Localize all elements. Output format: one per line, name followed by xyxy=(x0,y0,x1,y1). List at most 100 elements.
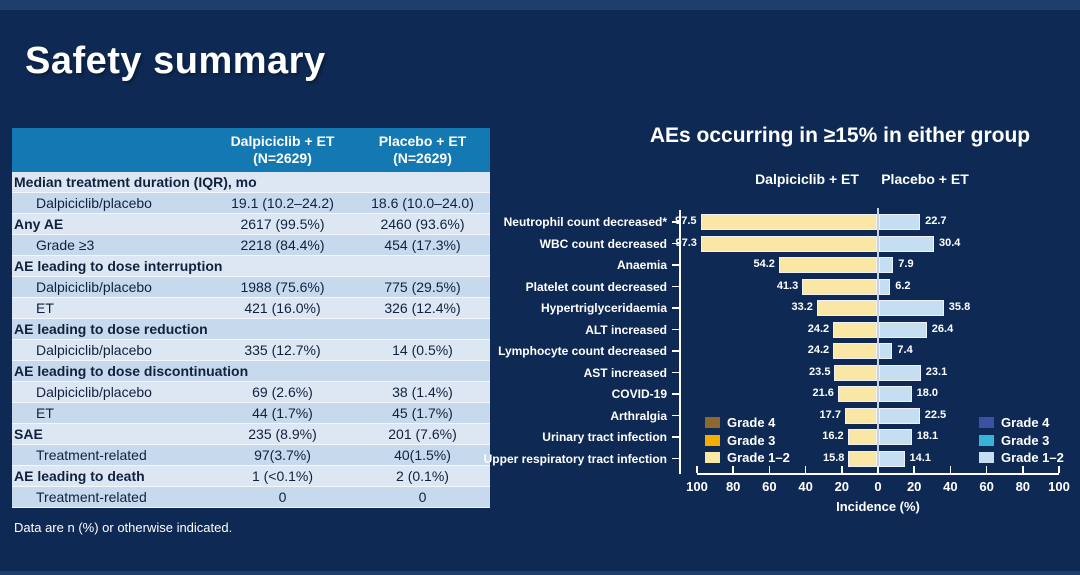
category-tick xyxy=(672,457,679,460)
x-axis-tick-label: 40 xyxy=(798,479,813,494)
value-label-right: 26.4 xyxy=(931,322,954,335)
x-axis-tick-label: 60 xyxy=(762,479,777,494)
table-row: Grade ≥3 2218 (84.4%) 454 (17.3%) xyxy=(12,234,490,256)
row-label: Treatment-related xyxy=(12,486,210,508)
table-row: AE leading to dose discontinuation xyxy=(12,360,490,382)
bar-right xyxy=(879,257,894,273)
x-axis-tick xyxy=(1058,466,1060,473)
value-label-right: 23.1 xyxy=(925,365,948,378)
legend-swatch-right xyxy=(979,417,994,428)
x-axis-tick-label: 40 xyxy=(943,479,958,494)
legend-label-right: Grade 3 xyxy=(1001,432,1050,448)
category-tick xyxy=(672,436,679,438)
legend-swatch-left xyxy=(705,417,720,428)
bar-right xyxy=(879,300,944,316)
row-label: Treatment-related xyxy=(12,444,210,466)
row-label: ET xyxy=(12,297,210,319)
x-axis-title: Incidence (%) xyxy=(836,499,920,514)
bar-right xyxy=(879,407,920,424)
row-value-placebo: 0 xyxy=(355,486,490,508)
row-label: Dalpiciclib/placebo xyxy=(12,192,210,214)
bar-right xyxy=(879,321,927,338)
table-row: ET 44 (1.7%) 45 (1.7%) xyxy=(12,402,490,424)
category-tick xyxy=(672,393,679,395)
row-label: AE leading to death xyxy=(12,465,210,487)
table-row: AE leading to dose reduction xyxy=(12,318,490,340)
bar-left xyxy=(802,278,877,295)
category-tick xyxy=(672,350,679,352)
table-row: SAE 235 (8.9%) 201 (7.6%) xyxy=(12,423,490,445)
x-axis-tick xyxy=(841,466,843,473)
value-label-left: 23.5 xyxy=(809,365,831,378)
value-label-right: 22.7 xyxy=(925,215,947,227)
x-axis-tick-label: 80 xyxy=(1015,479,1031,494)
table-header-empty xyxy=(12,128,210,172)
row-value-placebo: 45 (1.7%) xyxy=(355,402,490,424)
value-label-left: 15.8 xyxy=(822,451,845,464)
header-line: (N=2629) xyxy=(253,150,312,166)
category-tick xyxy=(672,285,679,288)
row-value-placebo: 18.6 (10.0–24.0) xyxy=(355,192,490,214)
table-row: AE leading to dose interruption xyxy=(12,255,490,277)
value-label-right: 7.9 xyxy=(898,258,914,270)
value-label-right: 35.8 xyxy=(948,301,971,313)
legend-swatch-left xyxy=(705,434,720,446)
category-axis-line xyxy=(679,210,681,474)
category-tick xyxy=(672,328,679,331)
safety-summary-table: Dalpiciclib + ET (N=2629) Placebo + ET (… xyxy=(12,128,490,508)
value-label-right: 22.5 xyxy=(924,408,947,421)
value-label-right: 18.1 xyxy=(916,430,939,442)
legend-label-left: Grade 1–2 xyxy=(727,450,790,465)
chart-group-label-dalpiciclib: Dalpiciclib + ET xyxy=(755,171,859,187)
row-value-dalpiciclib: 0 xyxy=(210,486,355,508)
value-label-left: 21.6 xyxy=(812,387,834,399)
legend-swatch-left xyxy=(705,452,720,463)
table-row: AE leading to death 1 (<0.1%) 2 (0.1%) xyxy=(12,465,490,487)
row-value-dalpiciclib: 1988 (75.6%) xyxy=(210,276,355,298)
x-axis-tick xyxy=(949,466,952,473)
row-value-dalpiciclib: 2218 (84.4%) xyxy=(210,234,355,256)
bar-right xyxy=(879,235,935,252)
x-axis-tick-label: 20 xyxy=(834,479,850,494)
x-axis-tick xyxy=(1022,466,1024,473)
x-axis-tick xyxy=(913,466,915,473)
row-value-placebo: 454 (17.3%) xyxy=(355,234,490,256)
x-axis-tick xyxy=(804,466,807,473)
value-label-right: 30.4 xyxy=(939,236,961,249)
bar-left xyxy=(837,386,877,402)
x-axis-tick xyxy=(732,466,734,473)
x-axis-tick xyxy=(877,466,879,473)
table-row: Dalpiciclib/placebo 335 (12.7%) 14 (0.5%) xyxy=(12,339,490,361)
row-value-dalpiciclib: 44 (1.7%) xyxy=(210,402,355,424)
value-label-left: 24.2 xyxy=(807,344,830,356)
x-axis-tick-label: 80 xyxy=(725,479,741,494)
legend-label-right: Grade 1–2 xyxy=(1001,450,1064,465)
row-section-label: AE leading to dose discontinuation xyxy=(12,360,490,382)
bar-left xyxy=(778,257,877,273)
header-line: Dalpiciclib + ET xyxy=(230,133,335,149)
bar-left xyxy=(848,450,877,467)
category-tick xyxy=(672,307,679,309)
bar-right xyxy=(879,450,905,467)
bar-left xyxy=(816,300,877,316)
bar-left xyxy=(833,321,877,338)
row-value-dalpiciclib: 69 (2.6%) xyxy=(210,381,355,403)
x-axis-tick-label: 0 xyxy=(874,479,882,494)
bar-left xyxy=(844,407,877,424)
bar-left xyxy=(847,429,877,445)
row-value-placebo: 775 (29.5%) xyxy=(355,276,490,298)
table-row: Any AE 2617 (99.5%) 2460 (93.6%) xyxy=(12,213,490,235)
row-value-placebo: 2 (0.1%) xyxy=(355,465,490,487)
row-value-dalpiciclib: 2617 (99.5%) xyxy=(210,213,355,235)
x-axis-line xyxy=(697,473,1059,475)
footnote: Data are n (%) or otherwise indicated. xyxy=(14,520,233,535)
row-label: Dalpiciclib/placebo xyxy=(12,381,210,403)
x-axis-tick-label: 100 xyxy=(1048,479,1070,494)
row-label: Dalpiciclib/placebo xyxy=(12,339,210,361)
value-label-left: 54.2 xyxy=(753,258,775,270)
bar-left xyxy=(833,343,877,359)
legend-label-left: Grade 3 xyxy=(727,432,776,448)
row-value-dalpiciclib: 235 (8.9%) xyxy=(210,423,355,445)
bar-right xyxy=(879,278,891,295)
row-section-label: AE leading to dose interruption xyxy=(12,255,490,277)
